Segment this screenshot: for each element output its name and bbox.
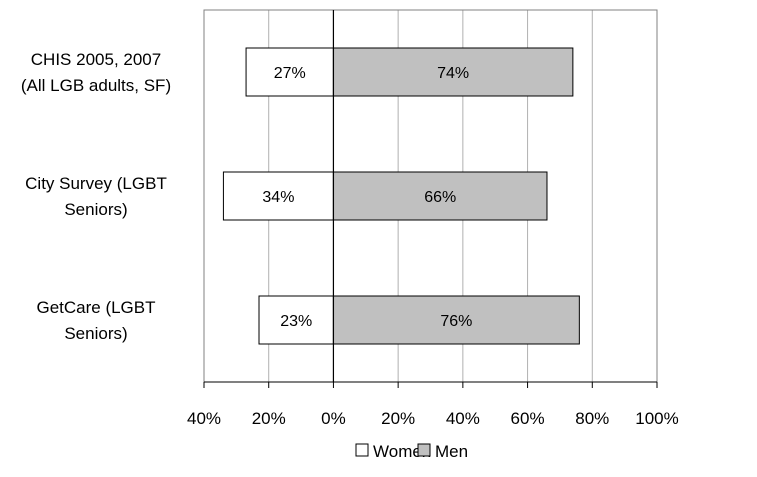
data-label-men-1: 74%	[437, 65, 469, 82]
legend: Women Men	[355, 442, 468, 461]
data-label-women-1: 27%	[274, 65, 306, 82]
x-tick-label: 100%	[635, 409, 678, 428]
bar-men-2	[332, 171, 548, 221]
data-label-men-2: 66%	[424, 189, 456, 206]
x-tick-label: 0%	[321, 409, 346, 428]
category-labels: CHIS 2005, 2007 (All LGB adults, SF) City …	[21, 50, 171, 343]
bar-women-2	[222, 171, 334, 221]
x-tick-label: 80%	[575, 409, 609, 428]
category-label-2: City Survey (LGBT	[25, 174, 167, 193]
x-tick-label: 40%	[187, 409, 221, 428]
data-label-men-3: 76%	[440, 313, 472, 330]
bars: 27% 74% 34% 66% 23% 76%	[222, 10, 580, 382]
x-tick-label: 40%	[446, 409, 480, 428]
bar-women-1	[245, 47, 334, 97]
bar-men-1	[332, 47, 574, 97]
data-label-women-3: 23%	[280, 313, 312, 330]
category-label-1: CHIS 2005, 2007	[31, 50, 161, 69]
bar-men-3	[332, 295, 580, 345]
legend-label-men: Men	[435, 442, 468, 461]
category-label-2: Seniors)	[64, 200, 127, 219]
data-label-women-2: 34%	[262, 189, 294, 206]
bar-women-3	[258, 295, 334, 345]
category-label-3: Seniors)	[64, 324, 127, 343]
category-label-1: (All LGB adults, SF)	[21, 76, 171, 95]
category-label-3: GetCare (LGBT	[36, 298, 155, 317]
legend-swatch-women	[355, 443, 369, 457]
x-tick-label: 20%	[381, 409, 415, 428]
x-tick-label: 60%	[511, 409, 545, 428]
x-tick-label: 20%	[252, 409, 286, 428]
legend-swatch-men	[417, 443, 431, 457]
x-axis: 40% 20% 0% 20% 40% 60% 80% 100%	[187, 381, 679, 428]
legend-label-women: Women	[373, 442, 431, 461]
